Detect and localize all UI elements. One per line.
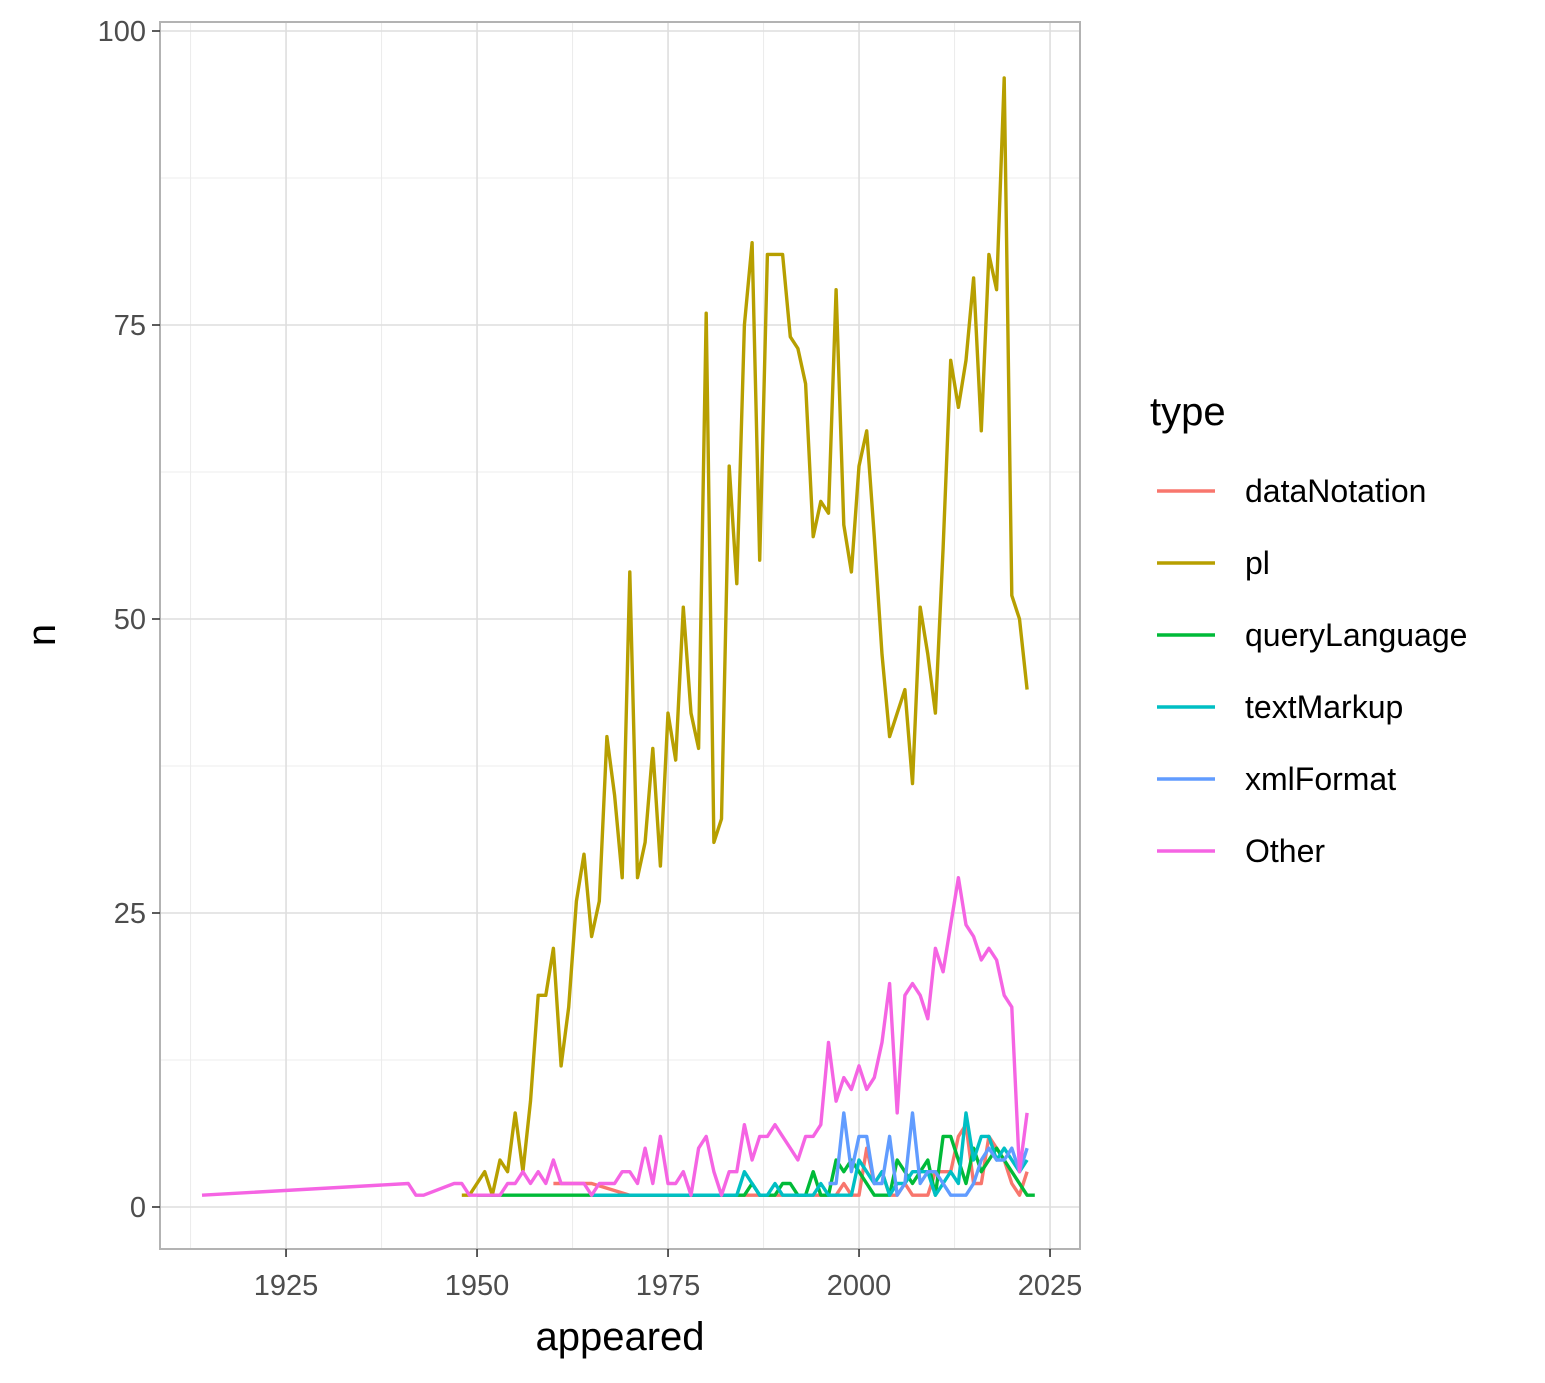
y-tick-label: 75 xyxy=(114,310,146,342)
legend-item-xmlFormat: xmlFormat xyxy=(1157,761,1396,797)
legend-item-dataNotation: dataNotation xyxy=(1157,473,1426,509)
legend: dataNotation pl queryLanguage textMarkup xml… xyxy=(1157,473,1467,869)
legend-title: type xyxy=(1150,390,1226,434)
x-tick-label: 1925 xyxy=(254,1270,319,1302)
legend-item-Other: Other xyxy=(1157,833,1325,869)
axis-ticks xyxy=(152,30,1051,1257)
legend-label-textMarkup: textMarkup xyxy=(1245,689,1403,725)
y-tick-label: 50 xyxy=(114,604,146,636)
y-axis-tick-labels: 0 25 50 75 100 xyxy=(98,16,146,1224)
series-line-pl xyxy=(461,76,1029,1197)
x-tick-label: 1950 xyxy=(445,1270,510,1302)
legend-label-Other: Other xyxy=(1245,833,1325,869)
minor-gridlines xyxy=(160,22,1080,1249)
legend-label-queryLanguage: queryLanguage xyxy=(1245,617,1467,653)
legend-label-pl: pl xyxy=(1245,545,1270,581)
x-tick-label: 1975 xyxy=(636,1270,701,1302)
legend-item-textMarkup: textMarkup xyxy=(1157,689,1403,725)
plot-background xyxy=(160,22,1080,1249)
legend-item-pl: pl xyxy=(1157,545,1270,581)
x-tick-label: 2025 xyxy=(1018,1270,1083,1302)
series-lines xyxy=(201,76,1035,1197)
legend-label-xmlFormat: xmlFormat xyxy=(1245,761,1396,797)
legend-label-dataNotation: dataNotation xyxy=(1245,473,1426,509)
y-tick-label: 100 xyxy=(98,16,146,48)
series-line-xmlFormat xyxy=(828,1111,1029,1197)
y-axis-title: n xyxy=(20,624,64,646)
series-line-queryLanguage xyxy=(477,1134,1035,1197)
major-gridlines xyxy=(160,22,1080,1249)
y-tick-label: 25 xyxy=(114,898,146,930)
x-axis-tick-labels: 1925 1950 1975 2000 2025 xyxy=(254,1270,1083,1302)
series-line-textMarkup xyxy=(591,1111,1029,1197)
legend-item-queryLanguage: queryLanguage xyxy=(1157,617,1467,653)
y-tick-label: 0 xyxy=(130,1192,146,1224)
series-line-Other xyxy=(201,876,1029,1197)
x-axis-title: appeared xyxy=(535,1315,704,1359)
x-tick-label: 2000 xyxy=(827,1270,892,1302)
plot-border xyxy=(159,21,1081,1250)
